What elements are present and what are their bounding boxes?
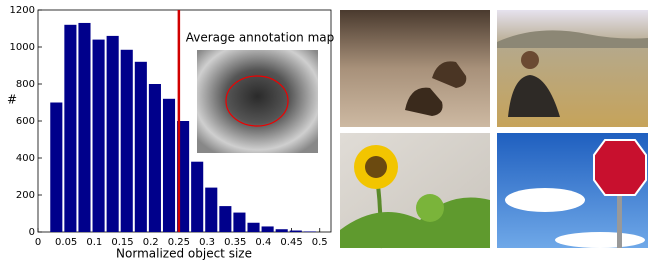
bar bbox=[219, 206, 231, 232]
cloud bbox=[505, 188, 585, 212]
bar bbox=[205, 188, 217, 232]
y-tick-label: 400 bbox=[16, 153, 35, 164]
bar bbox=[191, 162, 203, 232]
head bbox=[521, 51, 539, 69]
page: {"chart_data":{"type":"histogram","title… bbox=[0, 0, 648, 266]
stop-sign bbox=[594, 140, 646, 195]
bar bbox=[50, 103, 62, 233]
x-tick-label: 0.05 bbox=[55, 237, 77, 248]
bar bbox=[64, 25, 76, 232]
x-tick-label: 0.1 bbox=[86, 237, 102, 248]
post bbox=[617, 195, 622, 248]
bar bbox=[93, 40, 105, 232]
center bbox=[365, 156, 387, 178]
bar bbox=[149, 84, 161, 232]
bar bbox=[262, 226, 274, 232]
y-tick-label: 800 bbox=[16, 79, 35, 90]
bar bbox=[163, 99, 175, 232]
bar bbox=[121, 50, 133, 232]
annotation-map bbox=[197, 50, 318, 153]
bar bbox=[290, 231, 302, 232]
bar bbox=[135, 62, 147, 232]
x-tick-label: 0.4 bbox=[255, 237, 271, 248]
photos bbox=[340, 10, 648, 248]
inset-title: Average annotation map bbox=[186, 31, 335, 45]
y-tick-label: 1000 bbox=[10, 42, 35, 53]
x-tick-label: 0.5 bbox=[312, 237, 328, 248]
bar bbox=[247, 223, 259, 232]
x-axis-label: Normalized object size bbox=[116, 247, 252, 261]
bud bbox=[416, 194, 444, 222]
y-tick-label: 200 bbox=[16, 190, 35, 201]
x-tick-label: 0 bbox=[35, 237, 41, 248]
bar bbox=[304, 231, 316, 232]
y-tick-label: 600 bbox=[16, 116, 35, 127]
y-axis-label: # bbox=[7, 93, 17, 107]
bar bbox=[233, 213, 245, 232]
bar bbox=[107, 36, 119, 232]
bar bbox=[276, 229, 288, 232]
bar bbox=[78, 23, 90, 232]
x-tick-label: 0.45 bbox=[280, 237, 302, 248]
y-tick-label: 1200 bbox=[10, 5, 35, 16]
figure: 02004006008001000120000.050.10.150.20.25… bbox=[0, 0, 648, 262]
cloud bbox=[555, 232, 645, 248]
